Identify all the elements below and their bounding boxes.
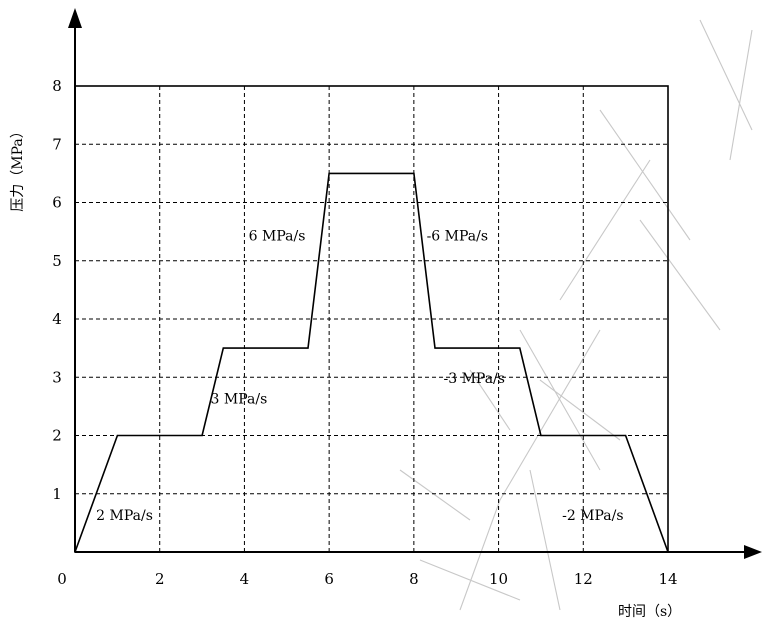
rate-annotations: 2 MPa/s 3 MPa/s 6 MPa/s -6 MPa/s -3 MPa/s -2 … <box>96 228 623 524</box>
y-tick-label: 8 <box>52 77 62 95</box>
gridlines <box>75 86 668 552</box>
x-tick-label: 0 <box>57 570 67 588</box>
y-tick-label: 2 <box>52 427 62 445</box>
axes <box>68 8 762 559</box>
y-axis-label: 压力（MPa） <box>10 124 26 211</box>
watermark <box>399 19 753 611</box>
rate-annotation: 2 MPa/s <box>96 508 153 524</box>
y-tick-label: 4 <box>52 310 62 328</box>
y-tick-label: 3 <box>52 368 62 386</box>
rate-annotation: 6 MPa/s <box>249 228 306 244</box>
x-tick-label: 10 <box>489 570 508 588</box>
pressure-line <box>74 172 669 553</box>
rate-annotation: 3 MPa/s <box>211 391 268 407</box>
x-axis-arrow <box>744 545 762 559</box>
x-axis-label: 时间（s） <box>618 604 681 620</box>
x-tick-label: 6 <box>324 570 334 588</box>
x-tick-label: 14 <box>658 570 677 588</box>
x-tick-label: 12 <box>574 570 593 588</box>
rate-annotation: -6 MPa/s <box>427 228 488 244</box>
y-tick-label: 6 <box>52 194 62 212</box>
rate-annotation: -3 MPa/s <box>444 371 505 387</box>
y-tick-label: 5 <box>52 252 62 270</box>
y-axis-arrow <box>68 8 82 28</box>
y-tick-label: 7 <box>52 135 62 153</box>
rate-annotation: -2 MPa/s <box>562 508 623 524</box>
x-tick-label: 2 <box>155 570 165 588</box>
x-tick-label: 4 <box>240 570 250 588</box>
y-tick-label: 1 <box>52 485 62 503</box>
x-tick-label: 8 <box>409 570 419 588</box>
